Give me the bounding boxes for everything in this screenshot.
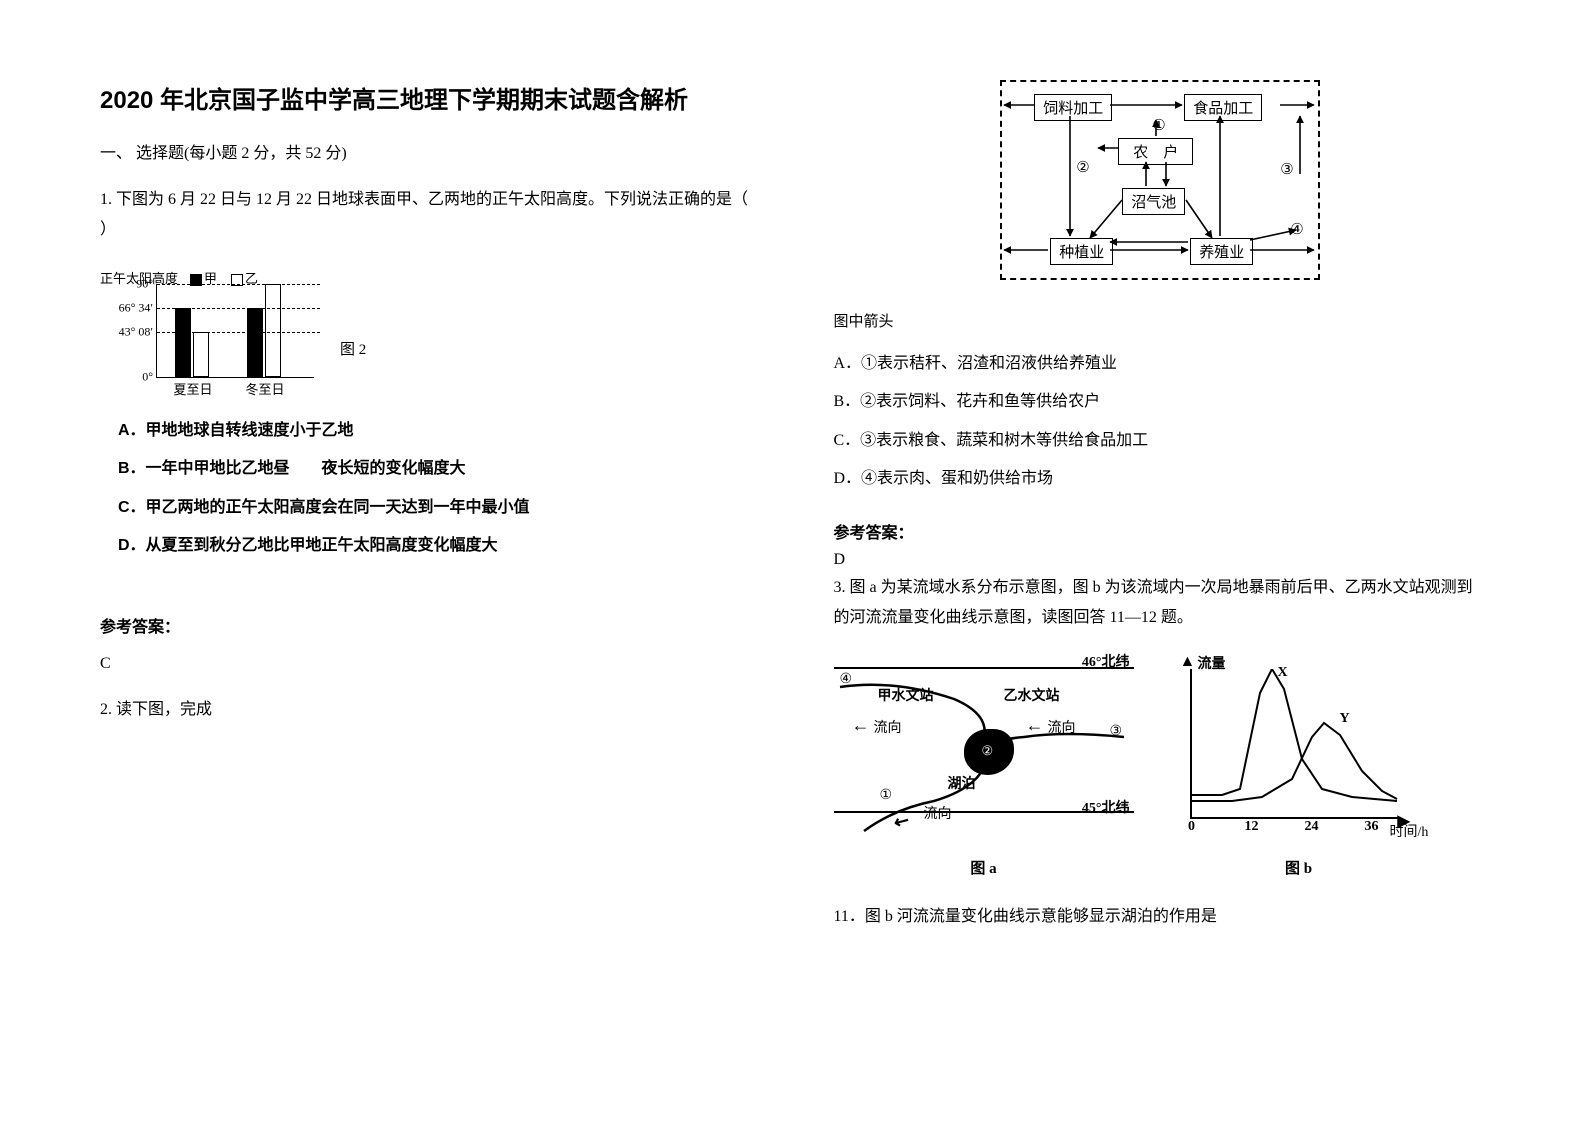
q2-option-b: B．②表示饲料、花卉和鱼等供给农户 [834,383,1488,421]
box-biogas: 沼气池 [1122,188,1185,215]
flow-arrow: ← [1026,715,1044,736]
box-food: 食品加工 [1184,94,1262,121]
hydro-curves [1192,669,1402,819]
q1-option-c: C．甲乙两地的正午太阳高度会在同一天达到一年中最小值 [118,489,754,527]
xtick-36: 36 [1365,819,1379,835]
map-c1: ① [880,787,893,804]
bar-summer-yi [193,332,209,377]
box-farmer: 农 户 [1118,138,1193,165]
ytick-66: 66° 34′ [105,300,153,315]
circle-4: ④ [1290,220,1303,239]
map-c4: ④ [840,671,853,688]
xlabel-summer: 夏至日 [173,379,212,398]
q2-answer: D [834,551,1488,569]
q2-option-a: A．①表示秸秆、沼渣和沼液供给养殖业 [834,345,1488,383]
fig-b-hydrograph: ▲ 流量 X Y 0 12 24 36 ▶ [1164,659,1434,849]
q1-option-d: D．从夏至到秋分乙地比甲地正午太阳高度变化幅度大 [118,527,754,565]
xlabel-winter: 冬至日 [245,379,284,398]
q1-option-a: A．甲地地球自转线速度小于乙地 [118,412,754,450]
q2-flow-diagram: 饲料加工 食品加工 农 户 沼气池 种植业 养殖业 ① ② ③ ④ [1000,80,1320,280]
flow-dir-1: 流向 [874,717,902,737]
curve-X-label: X [1278,665,1288,681]
lat-top-label: 46°北纬 [1082,651,1130,671]
left-column: 2020 年北京国子监中学高三地理下学期期末试题含解析 一、 选择题(每小题 2… [100,80,754,1082]
q2-option-c: C．③表示粮食、蔬菜和树木等供给食品加工 [834,422,1488,460]
q1-answer-label: 参考答案： [100,613,754,637]
q3-sub11: 11．图 b 河流流量变化曲线示意能够显示湖泊的作用是 [834,902,1488,932]
q2-option-d: D．④表示肉、蛋和奶供给市场 [834,460,1488,498]
q1-barchart: 正午太阳高度 甲 乙 90° 66° 34′ 43° 08′ 0° 夏至日 [100,268,400,398]
box-animal: 养殖业 [1190,238,1253,265]
fig-a-label: 图 a [834,857,1134,878]
xtick-0: 0 [1188,819,1195,835]
map-c3: ③ [1110,723,1123,740]
fig-a-map: 46°北纬 45°北纬 ② ④ ③ ① 甲水文站 乙水文站 湖泊 [834,659,1134,849]
bar-summer-jia [175,308,191,377]
circle-1: ① [1152,116,1165,135]
circle-3: ③ [1280,160,1293,179]
flow-dir-3: 流向 [924,803,952,823]
bar-winter-jia [247,308,263,377]
fig-labels: 图 a 图 b [834,857,1488,878]
right-column: 饲料加工 食品加工 农 户 沼气池 种植业 养殖业 ① ② ③ ④ [834,80,1488,1082]
hydro-axes: X Y 0 12 24 36 ▶ [1190,669,1400,819]
lake-center-circle: ② [982,743,994,759]
ydash [157,284,320,285]
q2-stem: 2. 读下图，完成 [100,695,754,725]
box-crop: 种植业 [1050,238,1113,265]
q1-stem: 1. 下图为 6 月 22 日与 12 月 22 日地球表面甲、乙两地的正午太阳… [100,185,754,246]
xtick-12: 12 [1245,819,1259,835]
flow-arrow: ← [852,715,870,736]
fig2-label: 图 2 [340,338,366,359]
bar-winter-yi [265,284,281,377]
hydro-xlabel: 时间/h [1390,821,1429,841]
lake-label: 湖泊 [948,773,976,793]
page-title: 2020 年北京国子监中学高三地理下学期期末试题含解析 [100,80,754,115]
q3-figures-row: 46°北纬 45°北纬 ② ④ ③ ① 甲水文站 乙水文站 湖泊 [834,659,1488,849]
xtick-24: 24 [1305,819,1319,835]
page-columns: 2020 年北京国子监中学高三地理下学期期末试题含解析 一、 选择题(每小题 2… [100,80,1487,1082]
station-yi: 乙水文站 [1004,685,1060,705]
box-feed: 饲料加工 [1034,94,1112,121]
ytick-0: 0° [105,369,153,384]
circle-2: ② [1076,158,1089,177]
fig-b-label: 图 b [1164,857,1434,878]
section-heading: 一、 选择题(每小题 2 分，共 52 分) [100,139,754,163]
lat-bottom-label: 45°北纬 [1082,797,1130,817]
curve-Y-label: Y [1340,711,1350,727]
q3-stem: 3. 图 a 为某流域水系分布示意图，图 b 为该流域内一次局地暴雨前后甲、乙两… [834,573,1488,634]
chart-axes: 90° 66° 34′ 43° 08′ 0° 夏至日 冬至日 [156,284,314,378]
ytick-90: 90° [105,276,153,291]
ytick-43: 43° 08′ [105,325,153,340]
q1-option-b: B．一年中甲地比乙地昼 夜长短的变化幅度大 [118,450,754,488]
station-jia: 甲水文站 [878,685,934,705]
q2-caption: 图中箭头 [834,310,1488,331]
q2-answer-label: 参考答案： [834,519,1488,543]
q1-answer: C [100,655,754,673]
flow-dir-2: 流向 [1048,717,1076,737]
